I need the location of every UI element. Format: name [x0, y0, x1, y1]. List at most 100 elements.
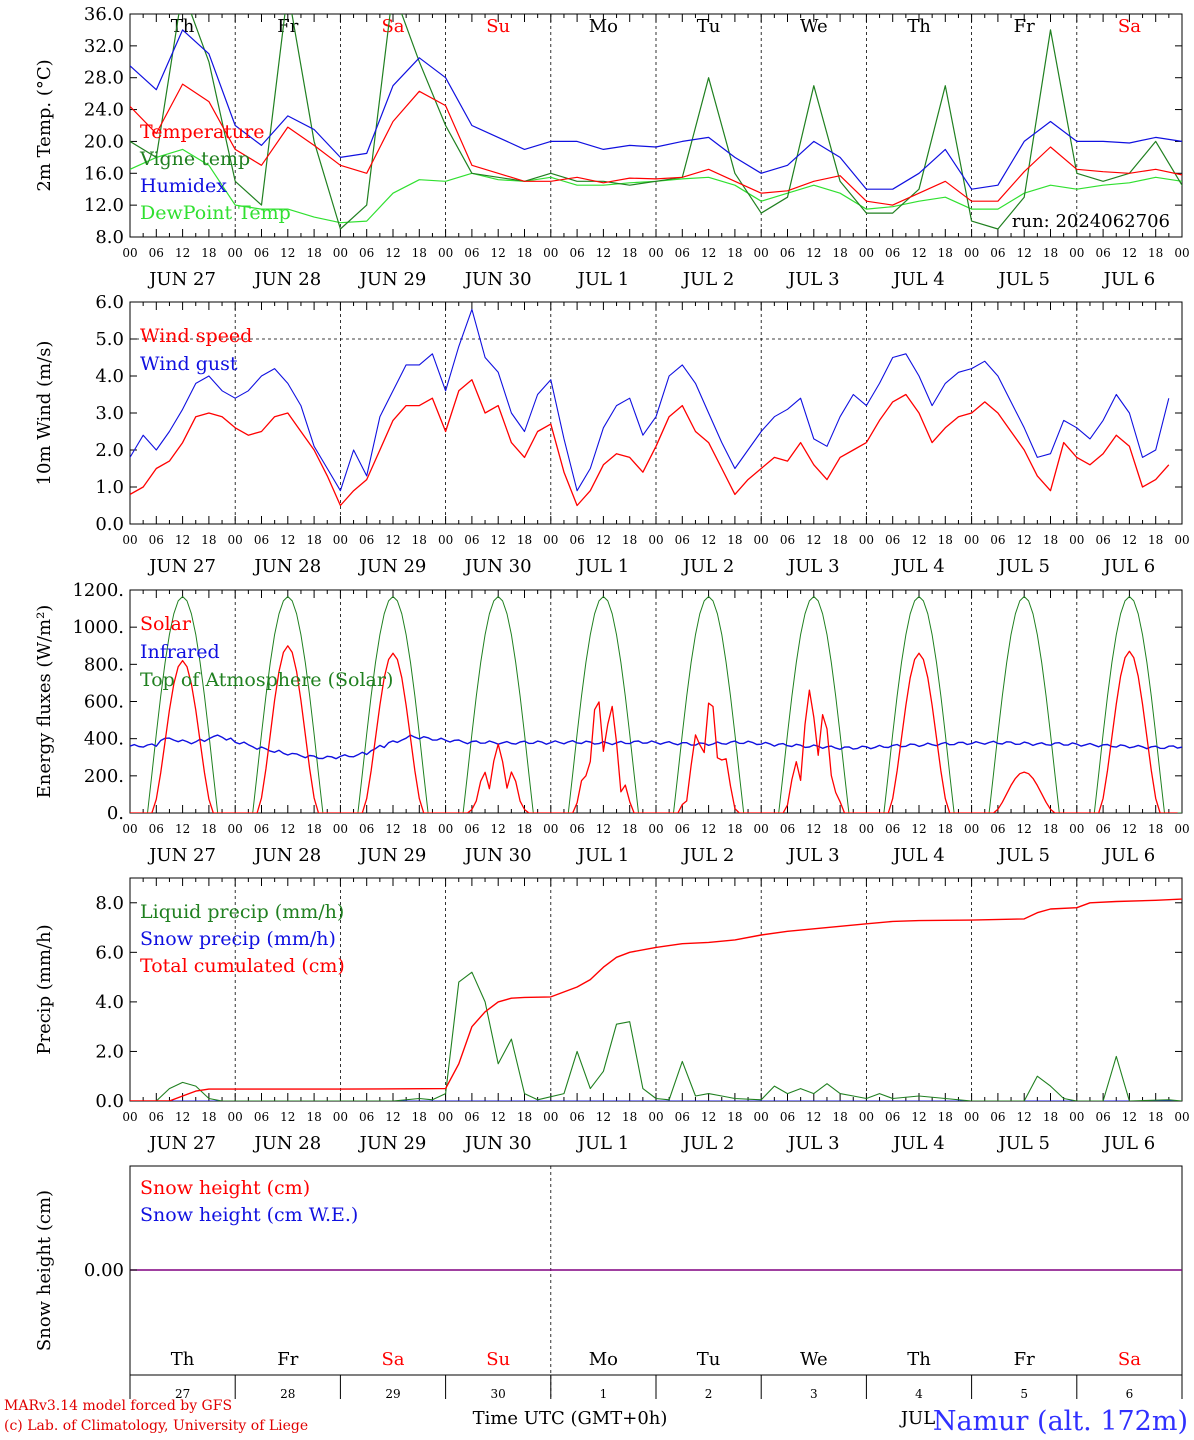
hour-tick-label: 12 [280, 246, 295, 260]
hour-tick-label: 00 [964, 822, 979, 836]
hour-tick-label: 18 [622, 822, 637, 836]
hour-tick-label: 12 [806, 246, 821, 260]
hour-tick-label: 18 [727, 1110, 742, 1124]
y-tick-label: 2.0 [95, 440, 124, 461]
y-tick-label: 1200. [72, 580, 124, 601]
date-label: JUL 2 [681, 845, 735, 866]
hour-tick-label: 18 [1043, 246, 1058, 260]
hour-tick-label: 12 [701, 246, 716, 260]
weekday-label: Fr [277, 1349, 298, 1370]
date-label: JUL 6 [1102, 556, 1156, 577]
panels-layer: 8.012.016.020.024.028.032.036.02m Temp. … [34, 4, 1190, 1437]
hour-tick-label: 18 [1148, 533, 1163, 547]
legend-entry: Humidex [140, 175, 227, 197]
hour-tick-label: 06 [1095, 533, 1110, 547]
day-number: 5 [1020, 1387, 1028, 1401]
hour-tick-label: 12 [596, 533, 611, 547]
weekday-label: Tu [697, 1349, 721, 1370]
hour-tick-label: 00 [754, 533, 769, 547]
hour-tick-label: 18 [306, 822, 321, 836]
hour-tick-label: 18 [938, 246, 953, 260]
hour-tick-label: 12 [1017, 246, 1032, 260]
hour-tick-label: 18 [412, 533, 427, 547]
y-tick-label: 8.0 [95, 893, 124, 914]
weekday-label: Su [486, 16, 510, 37]
weekday-label: Th [907, 16, 931, 37]
hour-tick-label: 00 [1069, 1110, 1084, 1124]
hour-tick-label: 06 [359, 533, 374, 547]
y-tick-label: 6.0 [95, 942, 124, 963]
y-tick-label: 200. [84, 766, 124, 787]
date-label: JUN 27 [147, 269, 216, 290]
y-tick-label: 800. [84, 654, 124, 675]
hour-tick-label: 18 [832, 822, 847, 836]
hour-tick-label: 06 [990, 1110, 1005, 1124]
hour-tick-label: 18 [1043, 533, 1058, 547]
hour-tick-label: 06 [780, 1110, 795, 1124]
y-tick-label: 24.0 [84, 100, 124, 121]
weekday-label: Sa [381, 1349, 404, 1370]
hour-tick-label: 00 [438, 1110, 453, 1124]
hour-tick-label: 12 [1122, 533, 1137, 547]
hour-tick-label: 00 [648, 822, 663, 836]
hour-tick-label: 06 [149, 533, 164, 547]
weekday-label: Sa [381, 16, 404, 37]
hour-tick-label: 18 [832, 246, 847, 260]
weekday-label: Su [486, 1349, 510, 1370]
total-cumulated-line [130, 898, 1182, 1101]
hour-tick-label: 12 [1122, 246, 1137, 260]
weekday-label: Mo [589, 1349, 618, 1370]
hour-tick-label: 18 [938, 533, 953, 547]
hour-tick-label: 06 [990, 533, 1005, 547]
hour-tick-label: 12 [1122, 822, 1137, 836]
hour-tick-label: 00 [648, 1110, 663, 1124]
y-tick-label: 5.0 [95, 329, 124, 350]
hour-tick-label: 06 [149, 1110, 164, 1124]
date-label: JUL 5 [996, 269, 1050, 290]
hour-tick-label: 18 [517, 822, 532, 836]
hour-tick-label: 00 [543, 822, 558, 836]
series-line-3 [130, 148, 1182, 224]
hour-tick-label: 12 [491, 533, 506, 547]
y-tick-label: 2.0 [95, 1041, 124, 1062]
hour-tick-label: 06 [254, 533, 269, 547]
hour-tick-label: 06 [885, 246, 900, 260]
hour-tick-label: 06 [780, 246, 795, 260]
date-label: JUN 29 [358, 269, 427, 290]
hour-tick-label: 12 [385, 1110, 400, 1124]
hour-tick-label: 00 [859, 533, 874, 547]
hour-tick-label: 00 [754, 1110, 769, 1124]
hour-tick-label: 06 [149, 822, 164, 836]
hour-tick-label: 00 [122, 822, 137, 836]
date-label: JUL 1 [576, 1133, 630, 1154]
hour-tick-label: 12 [911, 822, 926, 836]
day-number: 2 [705, 1387, 713, 1401]
hour-tick-label: 06 [1095, 1110, 1110, 1124]
hour-tick-label: 06 [1095, 246, 1110, 260]
date-label: JUL 2 [681, 1133, 735, 1154]
hour-tick-label: 00 [1069, 533, 1084, 547]
hour-tick-label: 06 [885, 822, 900, 836]
legend-entry: Top of Atmosphere (Solar) [140, 669, 393, 691]
date-label: JUN 30 [463, 269, 532, 290]
date-label: JUL 4 [891, 269, 945, 290]
hour-tick-label: 18 [306, 1110, 321, 1124]
hour-tick-label: 06 [780, 533, 795, 547]
hour-tick-label: 18 [1043, 1110, 1058, 1124]
y-tick-label: 36.0 [84, 4, 124, 25]
hour-tick-label: 12 [175, 822, 190, 836]
hour-tick-label: 18 [727, 822, 742, 836]
wind-gust-line [130, 308, 1170, 492]
date-label: JUN 30 [463, 845, 532, 866]
weekday-label: Th [171, 1349, 195, 1370]
legend-entry: Snow height (cm W.E.) [140, 1204, 358, 1226]
y-axis-label: 2m Temp. (°C) [34, 59, 55, 191]
hour-tick-label: 18 [938, 1110, 953, 1124]
legend-entry: Infrared [140, 641, 220, 663]
y-tick-label: 0.0 [95, 514, 124, 535]
solar-line [130, 645, 1178, 813]
hour-tick-label: 00 [333, 1110, 348, 1124]
hour-tick-label: 12 [596, 246, 611, 260]
y-tick-label: 4.0 [95, 992, 124, 1013]
day-number: 29 [385, 1387, 400, 1401]
